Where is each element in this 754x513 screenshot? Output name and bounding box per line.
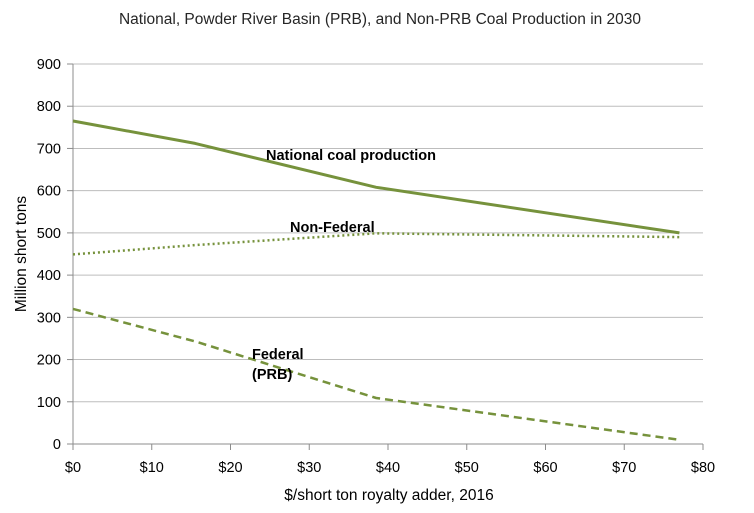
y-tick-label: 300 (37, 310, 61, 326)
x-tick-label: $70 (612, 460, 636, 476)
series-layer (72, 119, 680, 442)
y-tick-label: 200 (37, 353, 61, 369)
y-tick-label: 0 (53, 437, 61, 453)
chart-title: National, Powder River Basin (PRB), and … (119, 11, 641, 28)
annotation-2: Federal (PRB) (252, 347, 304, 383)
series-line-1 (72, 232, 680, 256)
x-tick-label: $10 (140, 460, 164, 476)
axis-layer: 0 100 200 300 400 500 600 700 800 900 $0 $10 $20 $30 $… (37, 57, 715, 476)
series-line-0 (72, 119, 680, 235)
series-line-2 (72, 307, 680, 442)
x-tick-label: $20 (218, 460, 242, 476)
y-tick-label: 100 (37, 395, 61, 411)
x-tick-label: $0 (65, 460, 81, 476)
x-tick-label: $40 (376, 460, 400, 476)
y-tick-label: 500 (37, 226, 61, 242)
x-tick-label: $80 (691, 460, 715, 476)
y-axis-label: Million short tons (13, 196, 30, 313)
x-axis-label: $/short ton royalty adder, 2016 (284, 487, 493, 504)
y-tick-label: 900 (37, 57, 61, 73)
x-tick-label: $60 (533, 460, 557, 476)
annotation-0: National coal production (266, 148, 436, 164)
y-tick-label: 400 (37, 268, 61, 284)
y-tick-label: 800 (37, 99, 61, 115)
x-tick-label: $50 (455, 460, 479, 476)
annotation-layer: National coal production Non-Federal Feder… (252, 148, 436, 383)
annotation-1: Non-Federal (290, 220, 375, 236)
y-tick-label: 600 (37, 184, 61, 200)
y-tick-label: 700 (37, 141, 61, 157)
x-tick-label: $30 (297, 460, 321, 476)
